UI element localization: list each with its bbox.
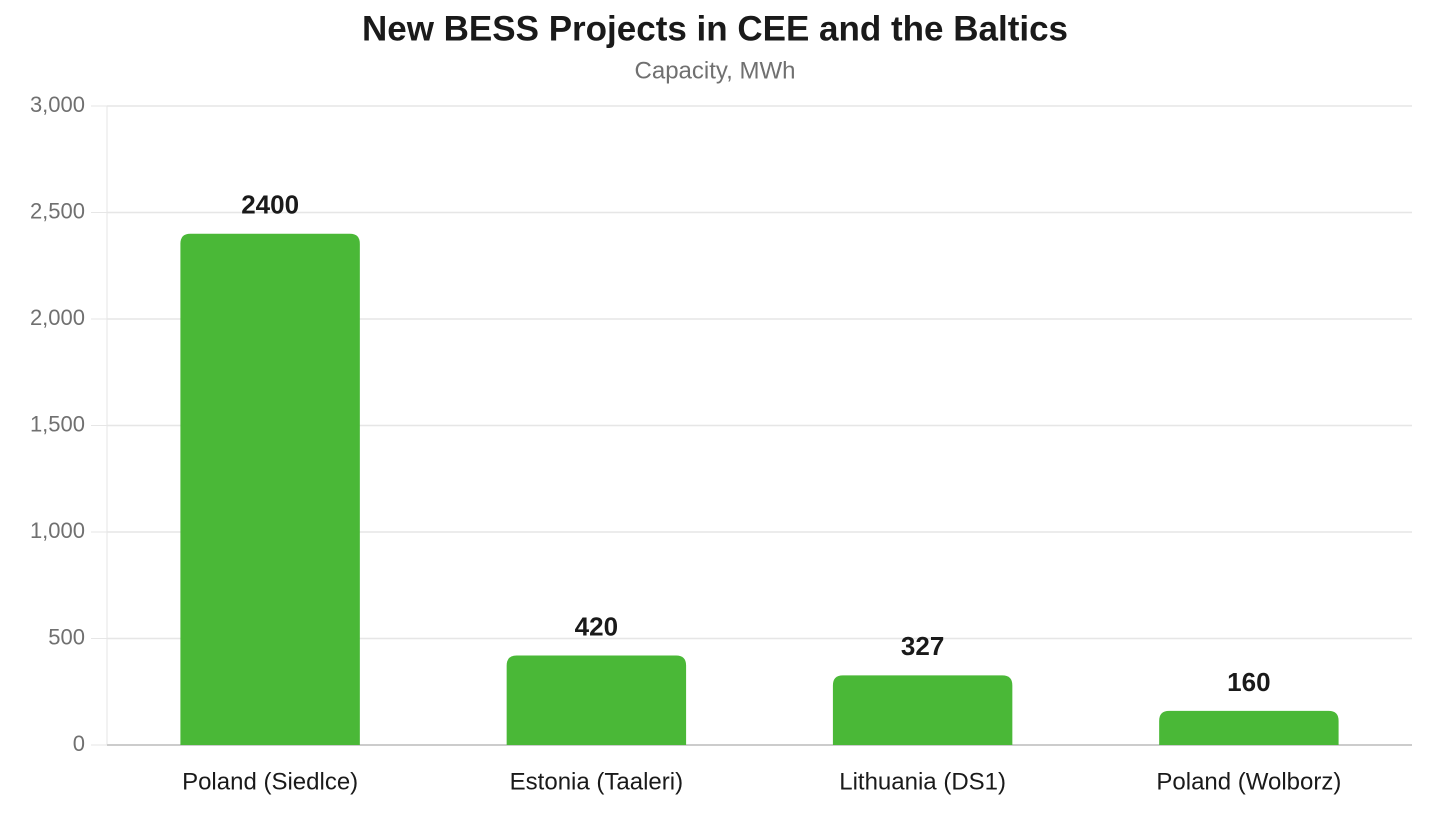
value-label: 327 [901, 631, 944, 661]
y-tick-label: 500 [48, 624, 85, 649]
value-label: 160 [1227, 667, 1270, 697]
x-tick-label: Poland (Wolborz) [1156, 768, 1341, 795]
x-tick-label: Poland (Siedlce) [182, 768, 358, 795]
y-tick-label: 1,500 [30, 411, 85, 436]
y-tick-label: 0 [73, 731, 85, 756]
y-tick-label: 2,000 [30, 305, 85, 330]
bar [506, 655, 687, 745]
chart-subtitle: Capacity, MWh [635, 57, 796, 84]
y-tick-label: 3,000 [30, 92, 85, 117]
bar [180, 233, 360, 746]
x-tick-label: Lithuania (DS1) [839, 768, 1006, 795]
value-label: 2400 [241, 190, 299, 220]
x-tick-label: Estonia (Taaleri) [510, 768, 683, 795]
bar [832, 675, 1013, 745]
chart-title: New BESS Projects in CEE and the Baltics [362, 9, 1068, 48]
value-label: 420 [575, 611, 618, 641]
y-tick-label: 2,500 [30, 198, 85, 223]
bar [1159, 710, 1339, 745]
y-tick-label: 1,000 [30, 518, 85, 543]
